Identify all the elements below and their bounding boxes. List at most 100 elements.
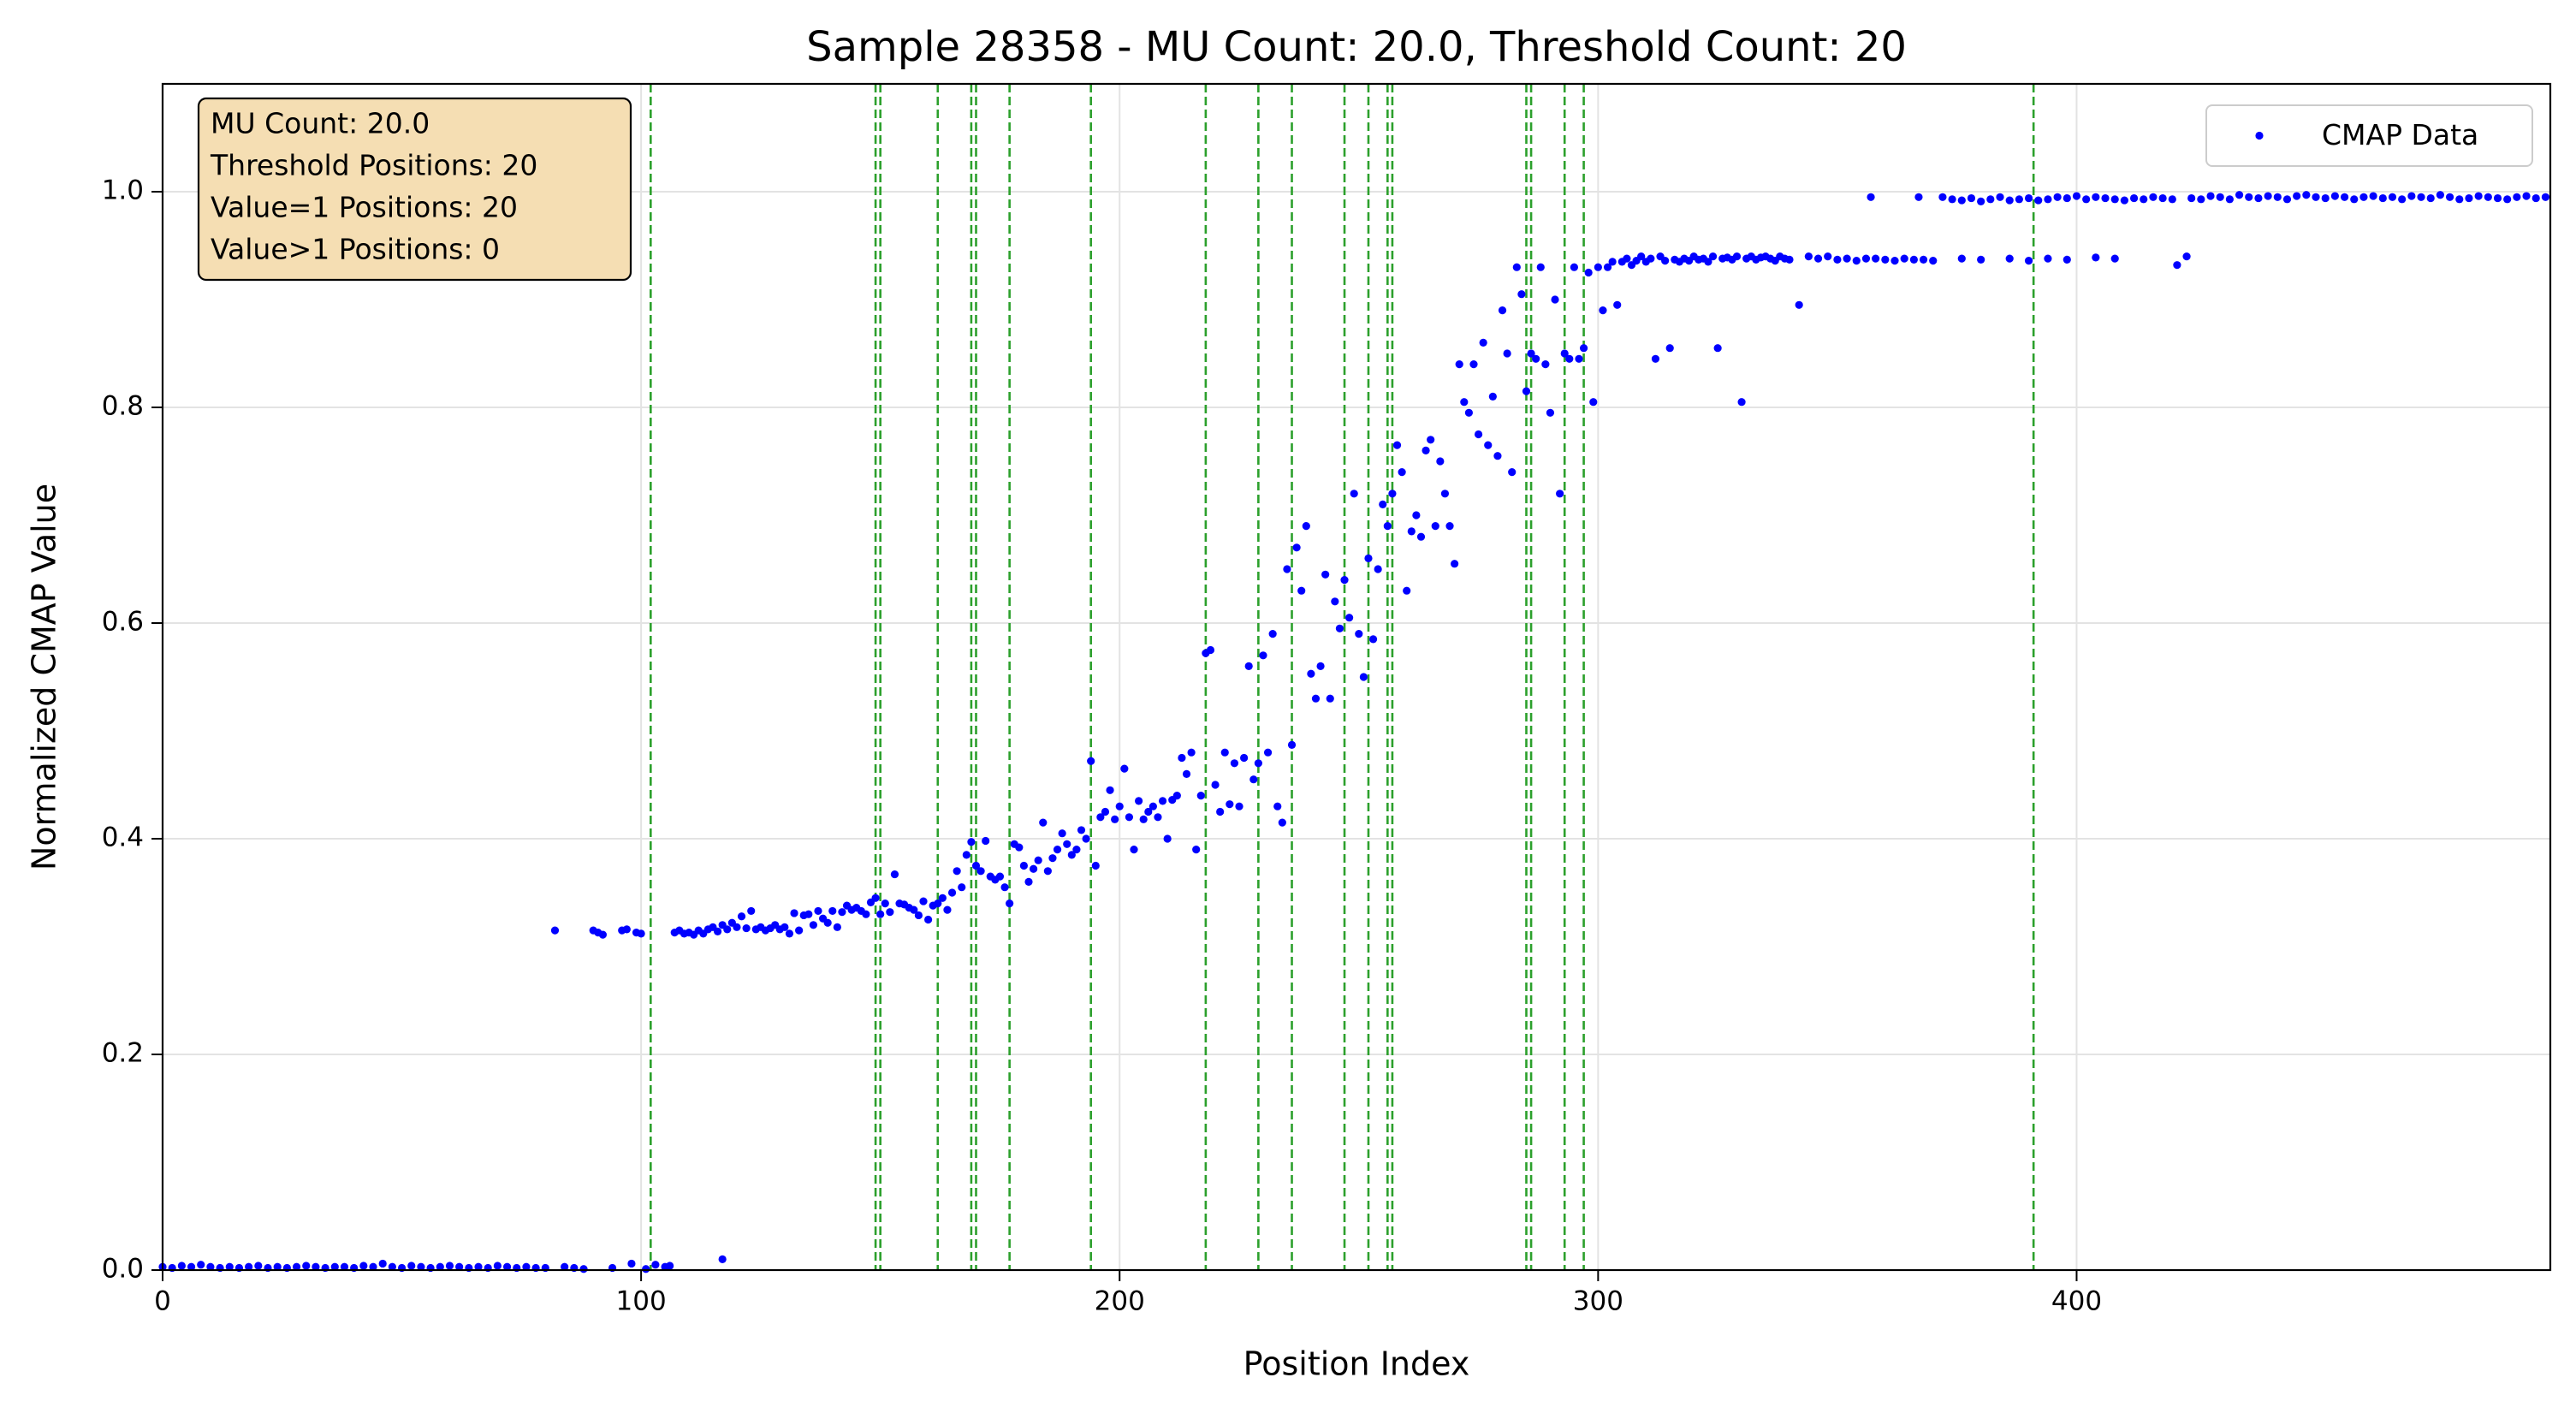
data-point: [1527, 349, 1535, 358]
data-point: [1196, 792, 1205, 800]
data-point: [1881, 255, 1890, 264]
data-point: [1493, 452, 1502, 460]
data-point: [197, 1261, 205, 1269]
data-point: [943, 905, 952, 914]
data-point: [1254, 759, 1262, 768]
data-point: [1422, 446, 1430, 455]
data-point: [2254, 193, 2263, 203]
data-point: [1331, 597, 1339, 606]
data-point: [2044, 195, 2052, 204]
data-point: [1623, 254, 1631, 263]
data-point: [2465, 193, 2473, 203]
data-point: [971, 861, 981, 870]
data-point: [1488, 392, 1497, 401]
data-point: [2417, 193, 2425, 201]
data-point: [1178, 753, 1186, 763]
data-point: [1340, 576, 1349, 585]
data-point: [502, 1262, 512, 1271]
data-point: [1144, 807, 1153, 816]
data-point: [1163, 834, 1172, 843]
data-point: [407, 1262, 416, 1270]
data-point: [455, 1262, 464, 1271]
data-point: [1101, 807, 1110, 816]
data-point: [2235, 191, 2244, 199]
data-point: [2182, 252, 2191, 261]
data-point: [1464, 408, 1473, 417]
y-tick-label: 0.2: [102, 1038, 144, 1069]
data-point: [1053, 846, 1062, 854]
data-point: [1392, 441, 1402, 449]
data-point: [1872, 254, 1880, 263]
data-point: [312, 1262, 320, 1271]
data-point: [1067, 851, 1076, 859]
data-point: [1795, 300, 1803, 309]
annotation-line: Value>1 Positions: 0: [211, 233, 500, 266]
data-point: [254, 1262, 263, 1270]
data-point: [1398, 468, 1406, 477]
data-point: [814, 906, 822, 916]
data-point: [1321, 570, 1330, 579]
data-point: [809, 921, 818, 929]
data-point: [1287, 740, 1297, 749]
data-point: [1713, 344, 1722, 353]
data-point: [1316, 662, 1325, 671]
data-point: [1388, 490, 1397, 498]
data-point: [2053, 193, 2062, 201]
data-point: [2321, 193, 2330, 203]
data-point: [1732, 252, 1742, 261]
data-point: [713, 927, 722, 935]
y-axis-label: Normalized CMAP Value: [26, 484, 63, 870]
data-point: [953, 867, 961, 876]
data-point: [2140, 195, 2148, 204]
data-point: [1651, 354, 1660, 363]
data-point: [1072, 846, 1081, 854]
x-tick-label: 400: [2051, 1286, 2102, 1317]
data-point: [1813, 254, 1823, 263]
data-point: [1206, 645, 1215, 655]
data-point: [1460, 398, 1469, 407]
data-point: [1861, 254, 1871, 263]
data-point: [1445, 522, 1454, 531]
data-point: [1115, 802, 1124, 810]
data-point: [225, 1262, 234, 1271]
data-point: [1986, 195, 1995, 204]
data-point: [637, 929, 645, 938]
data-point: [2110, 254, 2119, 263]
data-point: [2072, 192, 2081, 200]
data-point: [2024, 257, 2033, 265]
data-point: [1948, 195, 1956, 204]
data-point: [876, 910, 885, 918]
data-point: [1440, 490, 1450, 498]
data-point: [2129, 193, 2139, 203]
data-point: [2015, 195, 2023, 204]
data-point: [828, 906, 837, 916]
data-point: [1412, 511, 1421, 519]
data-point: [1235, 802, 1243, 810]
data-point: [1403, 586, 1411, 595]
data-point: [1508, 468, 1517, 477]
data-point: [1187, 748, 1196, 757]
data-point: [1297, 586, 1306, 595]
data-point: [2120, 196, 2128, 205]
data-point: [206, 1262, 215, 1271]
legend-marker: [2255, 131, 2264, 140]
data-point: [1158, 797, 1167, 805]
data-point: [2110, 195, 2119, 204]
data-point: [1584, 268, 1593, 277]
data-point: [914, 911, 923, 920]
data-point: [1259, 651, 1267, 660]
legend-box: [2205, 104, 2533, 167]
data-point: [1852, 257, 1861, 265]
data-point: [823, 918, 832, 927]
data-point: [1957, 254, 1966, 263]
data-point: [1292, 543, 1301, 552]
data-point: [1182, 769, 1191, 779]
data-point: [2350, 195, 2359, 204]
y-tick-label: 0.4: [102, 822, 144, 853]
annotation-line: Value=1 Positions: 20: [211, 191, 518, 224]
data-point: [1058, 829, 1066, 838]
data-point: [1135, 797, 1143, 805]
data-point: [550, 926, 560, 935]
data-point: [1665, 344, 1674, 353]
